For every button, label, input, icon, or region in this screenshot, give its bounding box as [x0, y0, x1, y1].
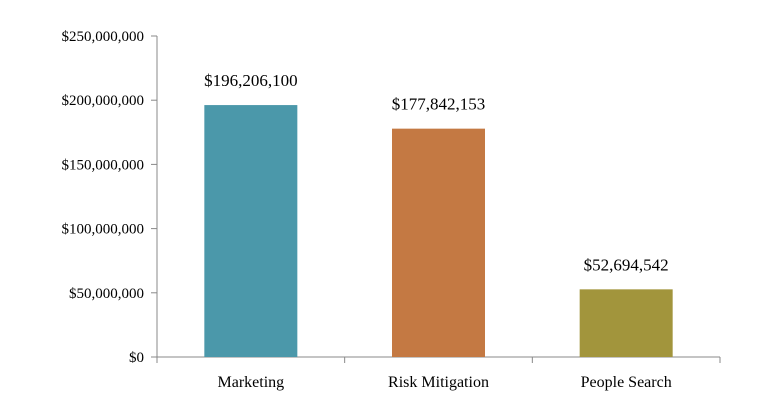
bars — [204, 105, 673, 357]
y-tick-label: $150,000,000 — [62, 157, 145, 173]
y-tick-label: $100,000,000 — [62, 222, 145, 238]
y-tick-label: $50,000,000 — [69, 286, 144, 302]
x-category-label: Marketing — [218, 374, 285, 391]
y-axis: $0 $50,000,000 $100,000,000 $150,000,000 $20… — [62, 29, 158, 366]
x-category-label: Risk Mitigation — [388, 374, 489, 391]
bar-value-label: $52,694,542 — [584, 255, 669, 274]
y-tick-label: $250,000,000 — [62, 29, 145, 45]
y-tick-label: $200,000,000 — [62, 93, 145, 109]
bar-value-label: $196,206,100 — [204, 71, 298, 90]
bar-marketing — [204, 105, 298, 357]
x-category-label: People Search — [581, 374, 672, 391]
bar-people-search — [579, 289, 673, 357]
data-labels: $196,206,100 $177,842,153 $52,694,542 — [204, 71, 669, 274]
y-tick-label: $0 — [129, 350, 144, 366]
bar-risk-mitigation — [392, 128, 485, 357]
x-axis: Marketing Risk Mitigation People Search — [156, 356, 721, 391]
bar-value-label: $177,842,153 — [392, 95, 486, 114]
